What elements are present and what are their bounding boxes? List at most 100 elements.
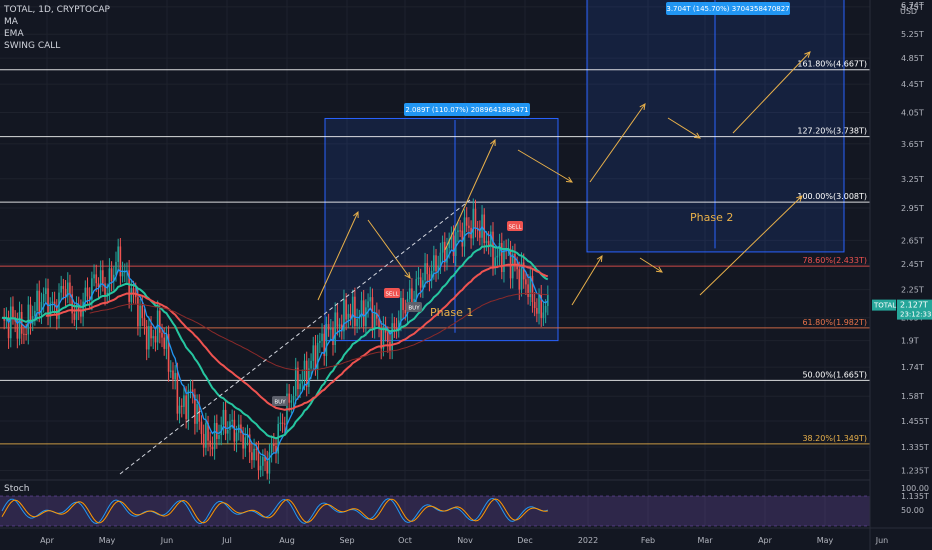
candle-body — [529, 275, 532, 297]
candle-body — [108, 268, 111, 293]
arrow-8-head — [693, 132, 701, 139]
price-tick-1: 5.75T — [901, 3, 924, 12]
candle-body — [509, 248, 512, 279]
stoch-d-line — [1, 498, 548, 524]
candle-body — [297, 367, 299, 390]
indicator-ma[interactable]: MA — [4, 17, 18, 27]
arrow-9-head — [804, 51, 811, 58]
buy-tag-1: BUY — [274, 400, 286, 406]
measure-label-2-bg — [666, 2, 790, 15]
candle-body — [465, 217, 468, 226]
candle-body — [211, 446, 214, 450]
candle-body — [433, 255, 435, 271]
candle-body — [224, 409, 227, 434]
candle-body — [522, 262, 525, 280]
candle-body — [143, 318, 146, 327]
candle-body — [373, 312, 376, 329]
time-tick-7: Nov — [457, 536, 473, 545]
candle-body — [255, 448, 258, 450]
arrow-10-head — [796, 195, 803, 202]
fib-label-3: 78.60%(2.433T) — [802, 256, 867, 265]
candle-body — [273, 443, 275, 446]
arrow-6 — [589, 103, 646, 183]
price-tick-3: 4.85T — [901, 54, 924, 63]
candle-body — [435, 255, 437, 272]
candle-body — [277, 423, 279, 454]
phase1-label: Phase 1 — [430, 306, 473, 319]
ema-mid-line — [1, 244, 549, 440]
candle-body — [29, 304, 32, 325]
sell-tag-1: SELL — [385, 292, 399, 298]
candle-body — [36, 290, 38, 311]
arrow-6-head — [639, 103, 646, 111]
candle-body — [294, 367, 297, 396]
stoch-title[interactable]: Stoch — [4, 484, 30, 494]
candle-body — [448, 239, 450, 248]
candle-body — [132, 288, 135, 293]
candle-body — [25, 334, 27, 336]
arrow-10 — [699, 195, 803, 296]
candle-body — [172, 370, 174, 380]
candle-body — [511, 254, 514, 279]
candle-body — [47, 288, 49, 317]
candle-body — [49, 303, 52, 317]
candle-body — [340, 324, 343, 332]
candle-body — [156, 310, 159, 343]
price-tick-2: 5.25T — [901, 30, 924, 39]
candle-body — [130, 288, 133, 302]
candle-body — [106, 292, 109, 295]
buy-tag-2-bg — [406, 302, 422, 312]
stoch-pane — [0, 479, 932, 527]
fib-label-6: 38.20%(1.349T) — [802, 434, 867, 443]
buy-tag-2: BUY — [408, 306, 420, 312]
candle-body — [325, 324, 328, 356]
candle-body — [503, 248, 505, 273]
candle-body — [268, 452, 271, 474]
indicator-swing-call[interactable]: SWING CALL — [4, 41, 61, 51]
candle-body — [102, 270, 104, 284]
candle-body — [452, 235, 455, 256]
candle-body — [16, 321, 19, 339]
candle-body — [163, 337, 166, 349]
candle-body — [150, 326, 152, 339]
indicator-ema[interactable]: EMA — [4, 29, 24, 39]
candle-body — [321, 333, 323, 341]
candle-body — [354, 296, 356, 326]
candle-body — [165, 334, 168, 349]
candle-body — [209, 440, 212, 447]
candle-body — [226, 429, 229, 434]
candle-body — [200, 421, 203, 434]
candle-body — [461, 230, 464, 247]
candle-body — [134, 292, 137, 298]
candle-body — [222, 409, 225, 425]
candle-body — [540, 294, 543, 319]
candle-body — [459, 230, 461, 232]
candle-body — [7, 317, 10, 339]
arrow-4 — [517, 149, 573, 183]
candle-body — [514, 254, 516, 266]
price-tick-4: 4.45T — [901, 80, 924, 89]
time-tick-14: Jun — [875, 536, 889, 545]
candle-body — [180, 405, 183, 407]
candle-body — [500, 242, 503, 273]
candle-body — [369, 297, 372, 302]
price-axis-bg — [870, 0, 932, 550]
price-tick-13: 1.9T — [901, 337, 919, 346]
candle-body — [391, 323, 393, 351]
candle-body — [205, 422, 207, 448]
candle-body — [176, 373, 179, 414]
symbol-title[interactable]: TOTAL, 1D, CRYPTOCAP — [4, 5, 110, 15]
candle-body — [520, 262, 523, 290]
candle-body — [71, 294, 73, 314]
candle-body — [349, 313, 352, 318]
candle-body — [183, 395, 185, 407]
candle-body — [378, 318, 380, 328]
candle-body — [336, 312, 339, 327]
time-axis[interactable]: Apr May Jun Jul Aug Sep Oct Nov Dec 2022 Feb Mar Apr… — [0, 527, 932, 545]
candle-body — [446, 247, 448, 263]
measure-label-1-bg — [404, 103, 530, 116]
candle-body — [93, 274, 95, 279]
candle-body — [198, 404, 201, 422]
